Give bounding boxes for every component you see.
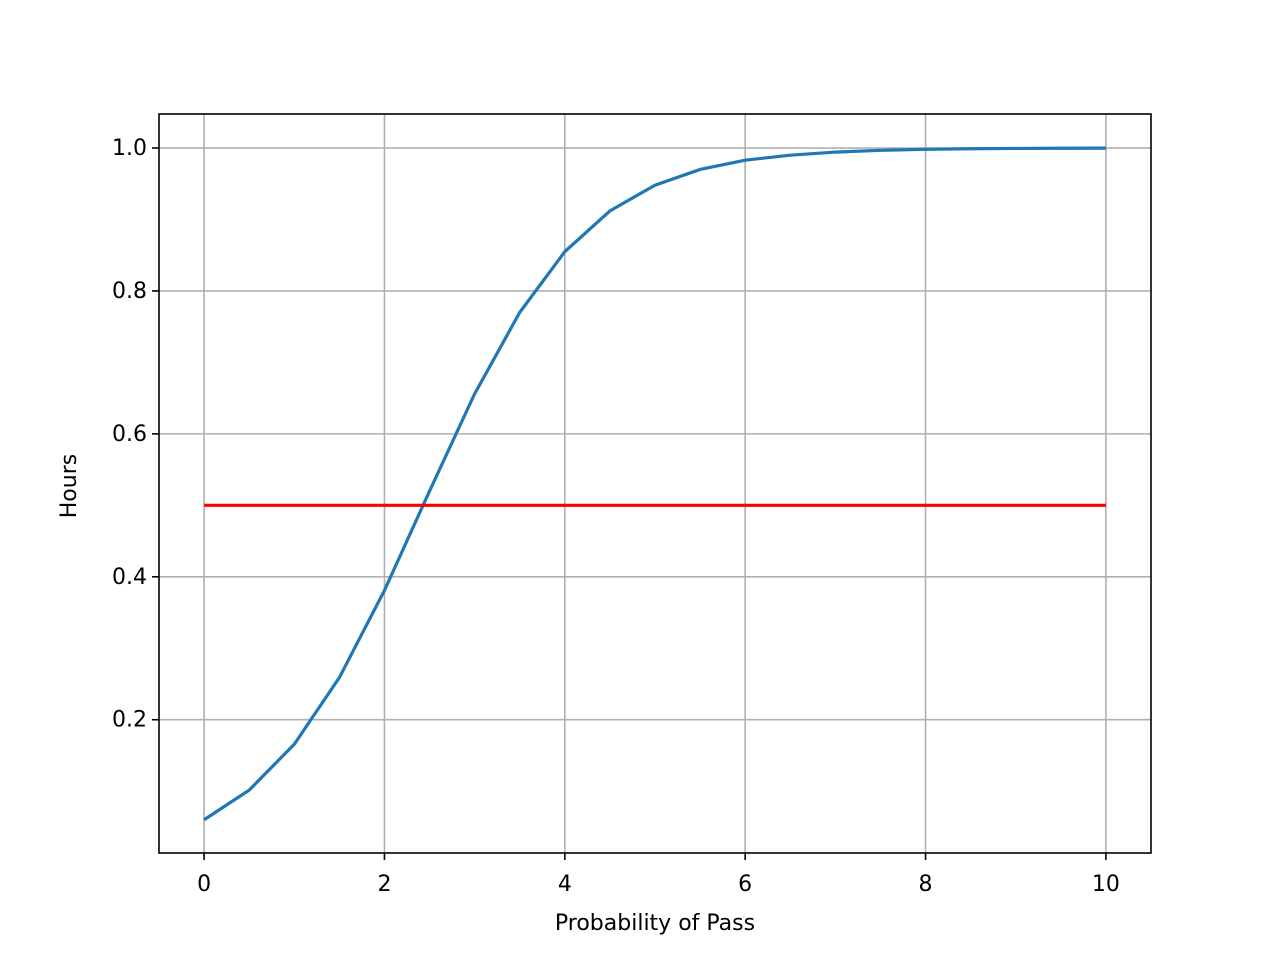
plot-layer: 0 2 4 6 8 10 0.2 0.4 0.6 0.8 1.0: [112, 114, 1151, 897]
x-tick-label: 10: [1092, 872, 1120, 897]
y-tick-label: 0.8: [112, 279, 147, 304]
plot-frame: [158, 113, 1152, 854]
x-tick-label: 6: [738, 872, 752, 897]
y-tick-label: 1.0: [112, 136, 147, 161]
y-tick-label: 0.2: [112, 708, 147, 733]
x-tick-label: 2: [377, 872, 391, 897]
x-axis-label: Probability of Pass: [555, 911, 755, 936]
x-tick-label: 8: [919, 872, 933, 897]
x-tick-label: 4: [558, 872, 572, 897]
y-axis-label: Hours: [57, 454, 82, 518]
y-tick-label: 0.4: [112, 565, 147, 590]
y-tick-label: 0.6: [112, 422, 147, 447]
line-series: [203, 146, 1106, 822]
x-tick-label: 0: [197, 872, 211, 897]
